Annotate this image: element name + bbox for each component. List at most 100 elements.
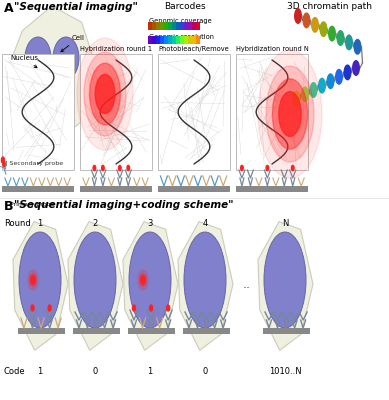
Ellipse shape: [129, 232, 171, 328]
Bar: [164, 22, 168, 30]
Circle shape: [311, 17, 319, 33]
Circle shape: [166, 305, 170, 311]
Text: Round: Round: [4, 220, 31, 228]
Text: 1: 1: [147, 368, 152, 376]
Bar: [160, 22, 164, 30]
Bar: [158, 54, 230, 170]
Bar: [180, 22, 184, 30]
Bar: [168, 36, 172, 44]
Text: Cell: Cell: [61, 35, 85, 52]
Text: 3: 3: [147, 220, 153, 228]
Text: Primary probe: Primary probe: [10, 202, 54, 207]
Circle shape: [352, 60, 360, 76]
Circle shape: [133, 305, 135, 311]
Bar: [196, 36, 200, 44]
Circle shape: [354, 39, 361, 55]
Bar: [164, 36, 168, 44]
Circle shape: [241, 166, 243, 170]
Circle shape: [3, 162, 5, 166]
Circle shape: [294, 8, 302, 24]
Bar: [152, 36, 156, 44]
Bar: [148, 22, 152, 30]
Text: "Sequential imaging+coding scheme": "Sequential imaging+coding scheme": [14, 200, 233, 210]
Ellipse shape: [184, 232, 226, 328]
Circle shape: [31, 276, 35, 284]
Polygon shape: [13, 222, 68, 350]
Polygon shape: [258, 222, 313, 350]
Bar: [80, 54, 152, 170]
Circle shape: [310, 82, 317, 98]
Bar: [172, 36, 176, 44]
Circle shape: [93, 166, 96, 170]
Bar: [148, 36, 152, 44]
Bar: [180, 36, 184, 44]
Circle shape: [266, 166, 269, 170]
Circle shape: [119, 166, 121, 170]
Bar: [188, 22, 192, 30]
Text: "Sequential imaging": "Sequential imaging": [14, 2, 138, 12]
Circle shape: [138, 270, 148, 290]
Circle shape: [319, 21, 328, 37]
Circle shape: [141, 276, 145, 284]
Text: Code: Code: [4, 368, 26, 376]
Text: ] Secondary probe: ] Secondary probe: [5, 162, 63, 166]
Bar: [2, 54, 74, 170]
Ellipse shape: [25, 37, 51, 79]
Circle shape: [318, 78, 326, 94]
Text: Barcodes: Barcodes: [164, 2, 206, 11]
Polygon shape: [178, 222, 233, 350]
Bar: [184, 36, 188, 44]
Bar: [168, 22, 172, 30]
Circle shape: [89, 63, 121, 125]
Text: 0: 0: [202, 368, 208, 376]
Bar: [196, 22, 200, 30]
Text: Hybridization round N: Hybridization round N: [236, 46, 308, 52]
Text: 1: 1: [37, 368, 43, 376]
Circle shape: [326, 73, 335, 89]
Circle shape: [343, 64, 352, 80]
Circle shape: [95, 74, 115, 114]
Polygon shape: [123, 222, 178, 350]
Bar: [80, 186, 152, 192]
Polygon shape: [68, 222, 123, 350]
Text: 4: 4: [202, 220, 208, 228]
Text: 1: 1: [37, 220, 43, 228]
Ellipse shape: [74, 232, 116, 328]
Circle shape: [328, 26, 336, 42]
Text: A: A: [4, 2, 14, 15]
Circle shape: [84, 52, 126, 136]
Circle shape: [258, 50, 322, 178]
Text: N: N: [282, 220, 288, 228]
Bar: [184, 22, 188, 30]
Circle shape: [303, 12, 310, 28]
Text: 2: 2: [92, 220, 98, 228]
Ellipse shape: [39, 77, 65, 119]
Ellipse shape: [19, 232, 61, 328]
Circle shape: [336, 30, 345, 46]
Text: Photobleach/Remove: Photobleach/Remove: [159, 46, 230, 52]
Circle shape: [345, 34, 353, 50]
Bar: [263, 328, 310, 334]
Circle shape: [2, 157, 4, 163]
Circle shape: [48, 305, 51, 311]
Bar: [172, 22, 176, 30]
Bar: [158, 186, 230, 192]
Circle shape: [31, 305, 34, 311]
Circle shape: [28, 270, 38, 290]
Circle shape: [266, 66, 314, 162]
Circle shape: [102, 166, 104, 170]
Circle shape: [127, 166, 130, 170]
Text: Genomic coverage: Genomic coverage: [149, 18, 212, 24]
Bar: [192, 22, 196, 30]
Bar: [156, 36, 160, 44]
Circle shape: [150, 305, 152, 311]
Circle shape: [77, 38, 133, 150]
Text: 1010..N: 1010..N: [269, 368, 301, 376]
Bar: [192, 36, 196, 44]
Bar: [176, 36, 180, 44]
Text: Hybridization round 1: Hybridization round 1: [80, 46, 152, 52]
Text: B: B: [4, 200, 14, 213]
Bar: [152, 22, 156, 30]
Bar: [2, 186, 74, 192]
Text: 0: 0: [92, 368, 98, 376]
